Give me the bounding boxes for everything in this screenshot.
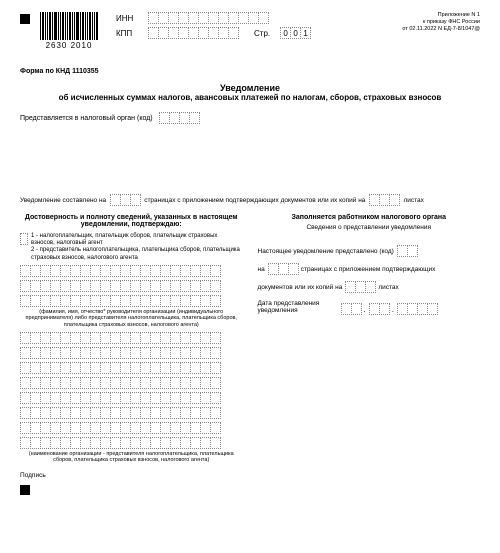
- compiled-suffix: листах: [403, 197, 423, 204]
- left-col-title: Достоверность и полноту сведений, указан…: [20, 214, 243, 228]
- text-row[interactable]: [20, 392, 243, 404]
- text-row[interactable]: [20, 295, 243, 307]
- compiled-mid: страницах с приложением подтверждающих д…: [144, 197, 365, 204]
- text-row[interactable]: [20, 407, 243, 419]
- compiled-cells-2[interactable]: [369, 194, 399, 206]
- submit-to-cells[interactable]: [159, 112, 199, 124]
- pages-cells: [268, 263, 298, 275]
- corner-marker-tl: [20, 14, 30, 24]
- right-col-title: Заполняется работником налогового органа: [258, 214, 481, 221]
- date-year: [397, 303, 437, 315]
- text-row[interactable]: [20, 362, 243, 374]
- date-day: [341, 303, 361, 315]
- text-row[interactable]: [20, 377, 243, 389]
- declarant-type-cell[interactable]: [20, 233, 28, 245]
- org-hint: (наименование организации - представител…: [20, 451, 243, 464]
- appendix-info: Приложение N 1 к приказу ФНС России от 0…: [402, 12, 480, 33]
- presented-label: Настоящее уведомление представлено (код): [258, 248, 394, 255]
- name-hint: (фамилия, имя, отчество* руководителя ор…: [20, 309, 243, 329]
- presented-cells: [397, 245, 417, 257]
- inn-label: ИНН: [116, 14, 142, 23]
- text-row[interactable]: [20, 332, 243, 344]
- corner-marker-bl: [20, 485, 30, 495]
- form-code: Форма по КНД 1110355: [20, 68, 480, 75]
- title-sub: об исчисленных суммах налогов, авансовых…: [20, 93, 480, 102]
- str-label: Стр.: [254, 29, 270, 38]
- text-row[interactable]: [20, 265, 243, 277]
- str-cells: 001: [280, 27, 310, 39]
- compiled-cells-1[interactable]: [110, 194, 140, 206]
- barcode: 2630 2010: [40, 12, 98, 50]
- barcode-number: 2630 2010: [46, 41, 93, 50]
- submit-to-label: Представляется в налоговый орган (код): [20, 115, 153, 122]
- text-row[interactable]: [20, 280, 243, 292]
- inn-cells[interactable]: [148, 12, 268, 24]
- signature-label: Подпись: [20, 472, 46, 479]
- text-row[interactable]: [20, 347, 243, 359]
- date-label: Дата представления уведомления: [258, 300, 338, 314]
- text-row[interactable]: [20, 422, 243, 434]
- copies-suffix: листах: [378, 284, 398, 291]
- title-main: Уведомление: [20, 83, 480, 93]
- kpp-cells[interactable]: [148, 27, 238, 39]
- copies-prefix: документов или их копий на: [258, 284, 343, 291]
- pages-prefix: на: [258, 266, 265, 273]
- right-col-sub: Сведения о представлении уведомления: [258, 224, 481, 231]
- kpp-label: КПП: [116, 29, 142, 38]
- compiled-prefix: Уведомление составлено на: [20, 197, 106, 204]
- declarant-options: 1 - налогоплательщик, плательщик сборов,…: [31, 233, 243, 262]
- pages-mid: страницах с приложением подтверждающих: [301, 266, 436, 273]
- text-row[interactable]: [20, 437, 243, 449]
- copies-cells: [345, 281, 375, 293]
- date-month: [369, 303, 389, 315]
